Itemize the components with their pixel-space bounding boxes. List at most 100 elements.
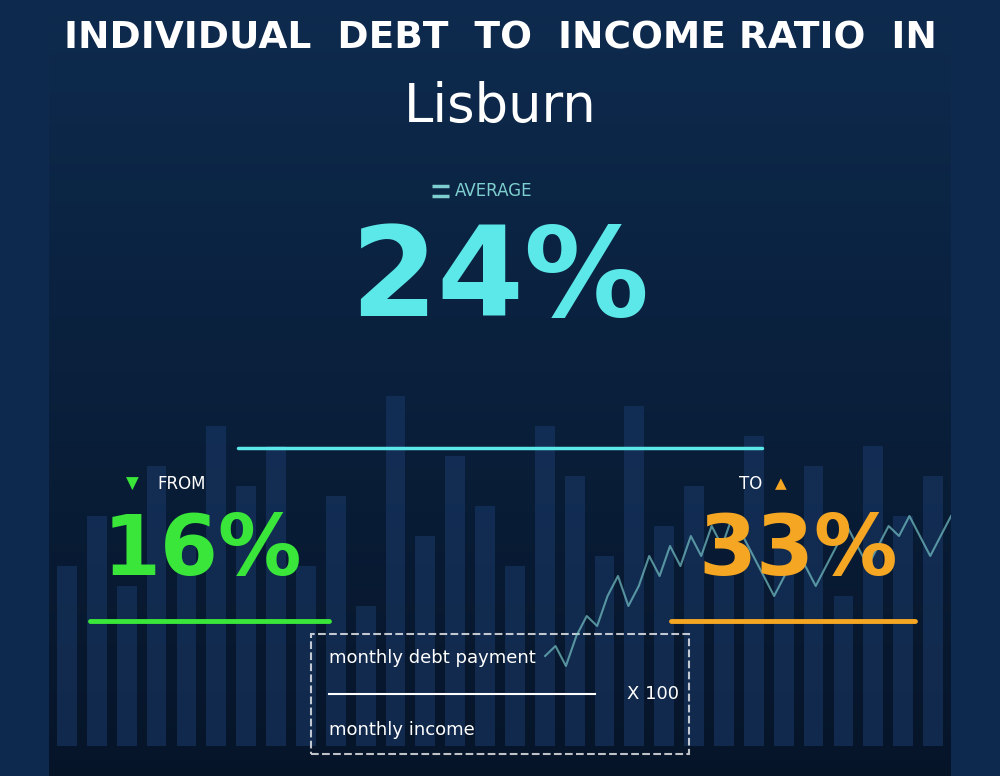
Bar — [236, 486, 256, 746]
Bar — [49, 70, 951, 78]
Bar — [49, 16, 951, 23]
Bar — [49, 295, 951, 303]
Bar — [49, 551, 951, 559]
Bar — [893, 516, 913, 746]
Bar — [445, 456, 465, 746]
Bar — [49, 590, 951, 598]
Bar — [49, 233, 951, 241]
Bar — [49, 341, 951, 349]
Bar — [49, 124, 951, 132]
Bar — [804, 466, 823, 746]
Bar — [49, 349, 951, 357]
Bar — [49, 357, 951, 365]
Bar — [744, 436, 764, 746]
Bar — [266, 446, 286, 746]
Bar — [49, 62, 951, 70]
Bar — [505, 566, 525, 746]
Bar — [49, 380, 951, 388]
Bar — [49, 706, 951, 714]
Text: ▲: ▲ — [775, 476, 787, 491]
Text: FROM: FROM — [157, 475, 206, 493]
Bar — [49, 512, 951, 520]
Bar — [49, 155, 951, 163]
Bar — [49, 186, 951, 194]
Bar — [49, 411, 951, 419]
Bar — [49, 644, 951, 652]
Bar — [49, 109, 951, 116]
Text: monthly debt payment: monthly debt payment — [329, 649, 535, 667]
Bar — [49, 667, 951, 675]
Bar — [177, 546, 196, 746]
Bar — [684, 486, 704, 746]
Bar — [49, 427, 951, 435]
Bar — [49, 404, 951, 411]
Text: Lisburn: Lisburn — [404, 81, 596, 133]
Bar — [49, 652, 951, 660]
Bar — [49, 753, 951, 760]
Bar — [49, 566, 951, 574]
Bar — [49, 318, 951, 326]
Bar — [49, 256, 951, 264]
Bar — [49, 372, 951, 380]
Bar — [654, 526, 674, 746]
Bar — [49, 768, 951, 776]
Bar — [49, 365, 951, 372]
Bar — [49, 745, 951, 753]
Bar — [49, 435, 951, 442]
Text: monthly income: monthly income — [329, 721, 474, 739]
Bar — [49, 528, 951, 535]
Bar — [49, 264, 951, 272]
Text: AVERAGE: AVERAGE — [455, 182, 532, 200]
Bar — [49, 458, 951, 466]
Bar — [49, 8, 951, 16]
Bar — [49, 559, 951, 566]
Bar — [49, 660, 951, 667]
Bar — [49, 303, 951, 310]
Bar — [49, 210, 951, 217]
Bar — [49, 574, 951, 582]
Bar — [87, 516, 107, 746]
Bar — [49, 85, 951, 93]
Bar — [356, 606, 376, 746]
Bar — [49, 93, 951, 101]
Bar — [49, 450, 951, 458]
Bar — [774, 546, 794, 746]
Bar — [49, 535, 951, 543]
Bar — [49, 636, 951, 644]
Bar — [49, 116, 951, 124]
Bar — [49, 326, 951, 334]
Bar — [49, 171, 951, 178]
Bar — [415, 536, 435, 746]
Text: TO: TO — [739, 475, 762, 493]
Bar — [475, 506, 495, 746]
Bar — [49, 287, 951, 295]
Bar — [49, 225, 951, 233]
Bar — [206, 426, 226, 746]
Bar — [386, 396, 405, 746]
Bar — [49, 489, 951, 497]
Bar — [49, 31, 951, 39]
Text: 16%: 16% — [103, 511, 302, 592]
Text: 33%: 33% — [698, 511, 897, 592]
Bar — [49, 714, 951, 722]
Bar — [49, 605, 951, 613]
Bar — [49, 419, 951, 427]
Bar — [49, 163, 951, 171]
Bar — [49, 629, 951, 636]
Text: X 100: X 100 — [627, 685, 679, 703]
Bar — [834, 596, 853, 746]
Bar — [49, 481, 951, 489]
Bar — [49, 582, 951, 590]
Bar — [714, 576, 734, 746]
Bar — [49, 202, 951, 210]
Bar — [49, 442, 951, 450]
Bar — [49, 23, 951, 31]
Bar — [49, 54, 951, 62]
Bar — [49, 497, 951, 504]
Bar — [49, 504, 951, 512]
Bar — [49, 248, 951, 256]
Bar — [49, 396, 951, 404]
Bar — [49, 132, 951, 140]
Text: ▼: ▼ — [126, 475, 138, 493]
Bar — [49, 334, 951, 341]
